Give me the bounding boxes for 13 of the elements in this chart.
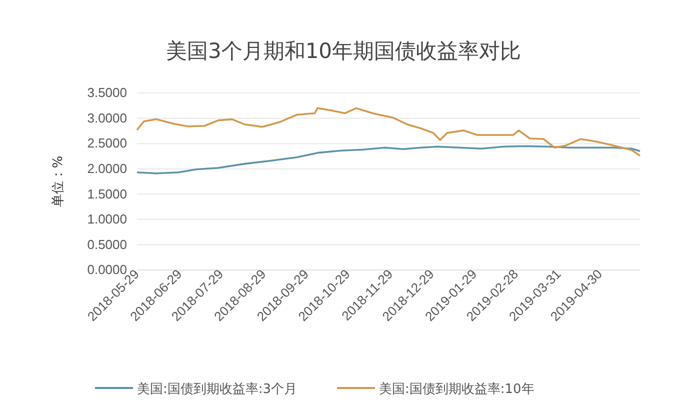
line-series <box>136 107 641 157</box>
legend-label: 美国:国债到期收益率:3个月 <box>137 381 298 397</box>
y-tick-label: 3.0000 <box>87 110 127 126</box>
line-series <box>136 145 641 174</box>
y-tick-label: 2.5000 <box>87 136 127 151</box>
y-tick-label: 3.5000 <box>87 85 127 100</box>
y-tick-label: 1.5000 <box>87 186 127 202</box>
y-tick-label: 1.0000 <box>87 212 127 227</box>
y-axis-title: 单位：% <box>51 156 66 208</box>
chart-title: 美国3个月期和10年期国债收益率对比 <box>166 39 522 63</box>
y-tick-label: 2.0000 <box>87 161 127 176</box>
y-tick-label: 0.5000 <box>87 236 127 252</box>
legend-label: 美国:国债到期收益率:10年 <box>379 381 534 397</box>
